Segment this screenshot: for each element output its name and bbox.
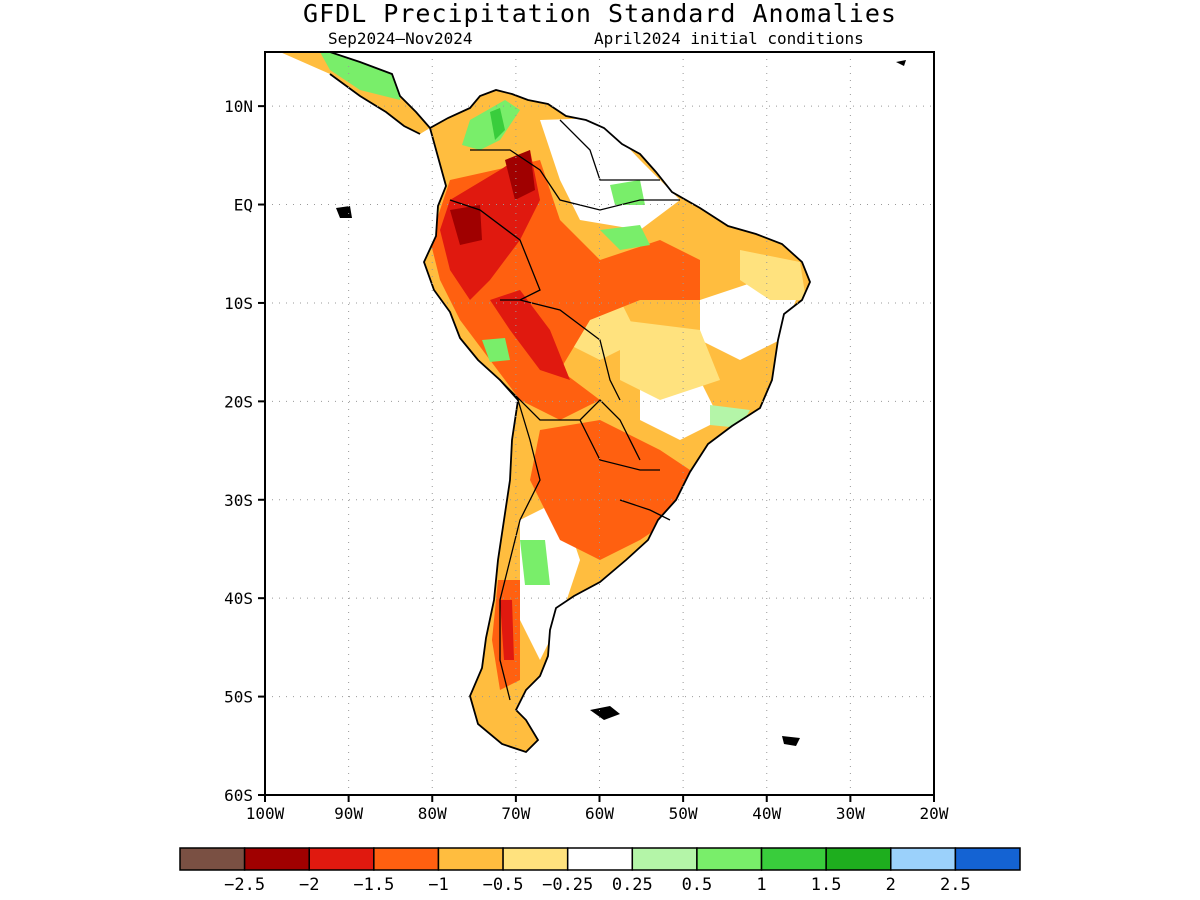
colorbar-swatch (631, 847, 698, 871)
colorbar-swatch (696, 847, 763, 871)
lon-tick-label: 60W (585, 804, 614, 823)
islands (336, 60, 906, 746)
colorbar-label: −1.5 (353, 875, 394, 895)
colorbar-swatch (308, 847, 375, 871)
colorbar-swatch (502, 847, 569, 871)
gridlines (265, 52, 934, 795)
lon-tick-label: 100W (246, 804, 285, 823)
lon-tick-label: 90W (334, 804, 363, 823)
colorbar-label: 0.25 (612, 875, 653, 895)
lat-tick-label: 30S (224, 491, 253, 510)
lat-tick-label: 50S (224, 688, 253, 707)
colorbar-label: −0.5 (483, 875, 524, 895)
lon-tick-label: 80W (418, 804, 447, 823)
lat-tick-label: 20S (224, 392, 253, 411)
longitude-axis: 100W 90W 80W 70W 60W 50W 40W 30W 20W (246, 795, 949, 823)
initial-conditions: April2024 initial conditions (594, 29, 864, 48)
lat-tick-label: 10N (224, 97, 253, 116)
colorbar-label: 1 (756, 875, 766, 895)
colorbar-swatch (179, 847, 246, 871)
colorbar-swatch (760, 847, 827, 871)
colorbar-label: 2.5 (940, 875, 971, 895)
colorbar-label: 1.5 (811, 875, 842, 895)
colorbar-label: −0.25 (542, 875, 593, 895)
lat-tick-label: 10S (224, 294, 253, 313)
colorbar-label: −2 (299, 875, 319, 895)
lon-tick-label: 40W (752, 804, 781, 823)
map-title: GFDL Precipitation Standard Anomalies (303, 0, 897, 28)
lat-tick-label: 60S (224, 786, 253, 805)
forecast-period: Sep2024–Nov2024 (328, 29, 473, 48)
colorbar-label: 2 (886, 875, 896, 895)
lon-tick-label: 70W (501, 804, 530, 823)
colorbar-swatch (954, 847, 1021, 871)
lon-tick-label: 30W (836, 804, 865, 823)
colorbar-label: −1 (428, 875, 448, 895)
colorbar-label: −2.5 (224, 875, 265, 895)
lat-tick-label: 40S (224, 589, 253, 608)
colorbar-swatch (566, 847, 634, 871)
latitude-axis: 10N EQ 10S 20S 30S 40S 50S 60S (224, 97, 265, 805)
lat-tick-label: EQ (234, 196, 253, 215)
colorbar-swatch (890, 847, 957, 871)
lon-tick-label: 50W (669, 804, 698, 823)
colorbar-label: 0.5 (682, 875, 713, 895)
colorbar-swatch (825, 847, 892, 871)
colorbar: −2.5 −2 −1.5 −1 −0.5 −0.25 0.25 0.5 1 1.5 2 2.5 (179, 847, 1021, 895)
colorbar-swatch (437, 847, 504, 871)
colorbar-swatch (373, 847, 440, 871)
colorbar-swatch (243, 847, 310, 871)
lon-tick-label: 20W (920, 804, 949, 823)
